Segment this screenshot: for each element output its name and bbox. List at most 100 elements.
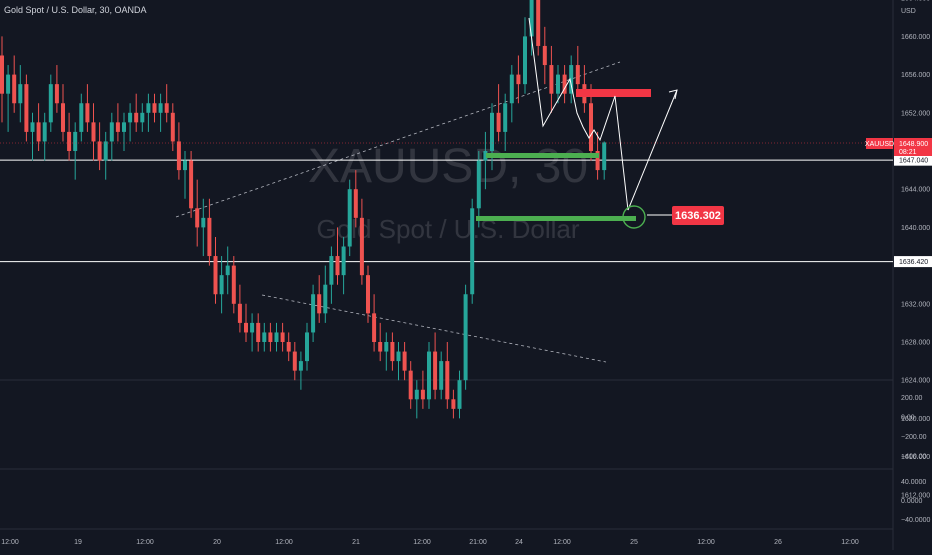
candle-body (6, 74, 11, 94)
candle-body (207, 217, 212, 257)
candle-body (569, 65, 574, 94)
candle-body (195, 208, 200, 228)
candle-body (237, 303, 242, 323)
candle-body (54, 84, 59, 104)
horizontal-level-label: 1647.040 (899, 158, 928, 165)
projected-path-line[interactable] (528, 17, 678, 211)
projected-path[interactable] (528, 17, 678, 229)
candle-body (523, 36, 527, 85)
horizontal-level-label: 1636.420 (899, 259, 928, 266)
candle-body (61, 103, 65, 132)
candle-body (201, 217, 206, 228)
candle-body (490, 112, 494, 151)
candle-body (36, 122, 41, 142)
time-tick-label: 21 (352, 539, 360, 546)
watermark-symbol: XAUUSD, 30 (308, 140, 588, 193)
candle-body (509, 74, 514, 104)
oscillator-1-tick: −400.00 (901, 454, 927, 461)
candle-body (128, 112, 133, 123)
last-price-countdown: 08:21 (899, 149, 917, 156)
projected-path-arrowhead (668, 89, 678, 100)
candle-body (305, 332, 309, 362)
candle-body (503, 103, 508, 132)
price-tick-label: 1616.000 (901, 454, 930, 461)
candle-body (85, 103, 90, 123)
candle-body (420, 389, 425, 400)
candle-body (529, 0, 534, 37)
candle-body (562, 74, 567, 94)
candle-body (542, 45, 547, 66)
candle-body (24, 84, 29, 132)
candle-body (311, 294, 316, 333)
time-tick-label: 12:00 (136, 539, 154, 546)
candle-body (0, 55, 4, 94)
candle-body (427, 351, 431, 400)
last-price-tag[interactable]: XAUUSD 1648.900 08:21 (0, 138, 932, 156)
time-tick-label: 12:00 (275, 539, 293, 546)
upper-channel-line[interactable] (175, 61, 621, 218)
candle-body (12, 74, 17, 104)
candle-body (372, 313, 377, 342)
oscillator-2-axis: 40.0000 0.0000 −40.0000 (901, 479, 930, 524)
candle-body (274, 332, 279, 342)
support-zone-lower-marker[interactable] (476, 216, 636, 221)
oscillator-1-tick: 200.00 (901, 395, 923, 402)
candle-body (231, 265, 236, 304)
candle-body (433, 351, 438, 390)
oscillator-1-tick: 0.00 (901, 415, 915, 422)
candle-body (589, 103, 593, 151)
candle-body (42, 122, 47, 142)
candle-body (170, 112, 175, 142)
price-tick-label: 1660.000 (901, 34, 930, 41)
oscillator-2-tick: 0.0000 (901, 498, 923, 505)
candle-body (439, 361, 444, 390)
last-price-value: 1648.900 (899, 141, 928, 148)
candle-body (408, 370, 413, 400)
time-tick-label: 12:00 (553, 539, 571, 546)
candle-body (268, 332, 273, 342)
candle-body (323, 284, 328, 314)
candle-body (414, 389, 419, 400)
candle-body (602, 142, 607, 171)
channel-lines[interactable] (175, 61, 621, 363)
candle-body (476, 160, 481, 209)
target-circle[interactable] (622, 205, 646, 229)
candle-body (256, 322, 261, 342)
oscillator-2-tick: 40.0000 (901, 479, 926, 486)
price-tick-label: 1656.000 (901, 72, 930, 79)
last-price-badge (894, 138, 932, 156)
time-tick-label: 19 (74, 539, 82, 546)
candle-body (378, 342, 383, 352)
candle-body (463, 294, 468, 381)
lower-channel-line[interactable] (261, 294, 607, 363)
candle-body (341, 246, 346, 276)
candle-body (91, 122, 96, 142)
time-tick-label: 20 (213, 539, 221, 546)
time-tick-label: 12:00 (413, 539, 431, 546)
candle-body (152, 103, 157, 113)
horizontal-level-badge (894, 154, 932, 166)
target-price-label[interactable]: 1636.302 (647, 206, 724, 225)
candle-body (48, 84, 53, 123)
candle-body (189, 160, 194, 209)
candle-body (30, 122, 35, 132)
last-price-symbol: XAUUSD (865, 141, 894, 148)
candle-body (67, 131, 72, 151)
candle-body (97, 141, 102, 161)
support-zone-upper-marker[interactable] (486, 153, 599, 158)
price-tick-label: 1620.000 (901, 416, 930, 423)
resistance-zone-marker[interactable] (576, 89, 651, 97)
oscillator-2-tick: −40.0000 (901, 517, 930, 524)
candle-body (225, 265, 230, 276)
candle-body (164, 103, 169, 113)
zone-markers[interactable] (476, 89, 651, 221)
candle-body (134, 112, 139, 123)
price-axis[interactable]: USD 1664.000 1660.000 1656.000 1652.000 1648… (901, 0, 930, 499)
candle-body (483, 151, 488, 161)
time-axis[interactable]: 12:00 19 12:00 20 12:00 21 12:00 21:00 24 12:00 25… (1, 539, 859, 546)
price-tick-label: 1632.000 (901, 301, 930, 308)
target-price-badge[interactable] (672, 206, 724, 225)
